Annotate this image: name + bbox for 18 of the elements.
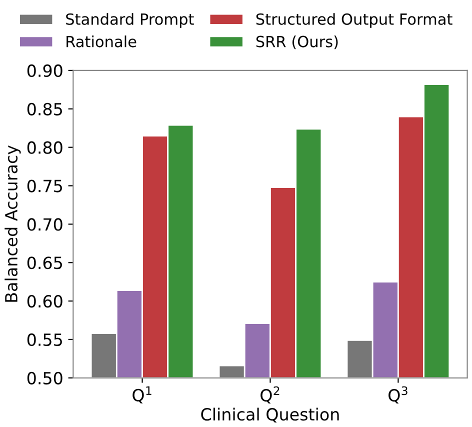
y-tick-label: 0.60	[27, 294, 62, 308]
x-tick-label: Q$^{1}$	[132, 386, 152, 404]
legend-label: Rationale	[66, 36, 136, 48]
y-tick-label: 0.85	[27, 102, 62, 116]
y-tick-label: 0.50	[27, 372, 62, 384]
legend-label: Standard Prompt	[66, 13, 194, 28]
x-axis-title: Clinical Question	[201, 408, 339, 423]
y-tick-label: 0.80	[27, 141, 62, 154]
y-tick-label: 0.90	[27, 64, 62, 78]
y-tick-label: 0.65	[27, 256, 62, 270]
legend-label: Structured Output Format	[256, 13, 452, 28]
y-tick-label: 0.55	[27, 333, 62, 346]
x-tick-label: Q$^{3}$	[388, 386, 408, 404]
x-tick-label: Q$^{2}$	[260, 386, 280, 404]
y-tick-label: 0.75	[27, 180, 62, 192]
y-tick-label: 0.70	[27, 218, 62, 231]
legend-label: SRR (Ours)	[256, 36, 338, 50]
y-axis-title: Balanced Accuracy	[4, 145, 21, 302]
